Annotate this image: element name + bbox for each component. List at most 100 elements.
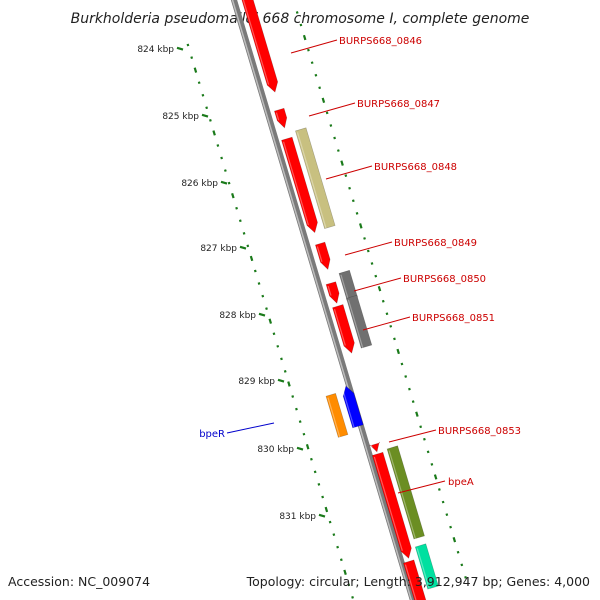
ruler-tick — [377, 285, 382, 292]
ruler-tick — [310, 61, 314, 65]
ruler-tick — [216, 144, 220, 147]
label-leader-line — [226, 422, 275, 434]
ruler-tick — [441, 500, 445, 504]
ruler-tick — [452, 537, 457, 543]
ruler-tick — [223, 169, 227, 172]
ruler-tick — [313, 470, 317, 474]
ruler-tick — [381, 299, 385, 303]
scale-tick-label: 828 kbp — [219, 311, 256, 321]
chromosome-backbone — [230, 0, 416, 600]
scale-tick-label: 827 kbp — [200, 244, 237, 254]
scale-ruler: 824 kbp 825 kbp 826 kbp 827 kbp 828 kbp 829 k… — [137, 11, 467, 599]
ruler-tick — [299, 23, 303, 27]
gene-feature[interactable] — [342, 385, 364, 429]
gene-feature[interactable] — [386, 445, 425, 540]
ruler-tick — [351, 596, 354, 599]
gene-feature[interactable] — [414, 543, 439, 590]
ruler-tick — [325, 111, 329, 115]
ruler-tick — [242, 231, 246, 235]
ruler-tick — [339, 558, 343, 562]
gene-feature[interactable] — [230, 0, 279, 93]
scale-tick-label: 825 kbp — [162, 112, 199, 122]
gene-label[interactable]: BURPS668_0848 — [374, 162, 457, 173]
gene-feature[interactable] — [325, 393, 349, 438]
ruler-tick — [291, 395, 295, 398]
ruler-tick — [287, 381, 291, 387]
gene-feature[interactable] — [332, 304, 355, 354]
gene-label[interactable]: bpeR — [199, 429, 225, 440]
ruler-tick — [257, 282, 261, 285]
ruler-tick — [321, 495, 325, 499]
ruler-tick — [426, 450, 430, 454]
scale-tick-label: 824 kbp — [137, 45, 174, 55]
ruler-tick — [212, 130, 216, 136]
gene-feature[interactable] — [371, 451, 412, 559]
ruler-tick — [302, 432, 306, 436]
ruler-tick — [366, 249, 370, 253]
ruler-tick — [261, 294, 265, 298]
gene-feature[interactable] — [325, 281, 340, 304]
gene-feature[interactable] — [403, 559, 427, 600]
ruler-tick — [347, 583, 351, 587]
gene-feature[interactable] — [281, 136, 318, 234]
ruler-tick — [193, 67, 198, 73]
ruler-tick — [464, 576, 467, 579]
ruler-tick — [317, 483, 321, 486]
ruler-tick — [411, 400, 415, 404]
ruler-tick — [449, 525, 452, 529]
ruler-tick — [374, 274, 378, 278]
scale-tick-label: 830 kbp — [257, 445, 294, 455]
ruler-tick — [283, 370, 287, 373]
ruler-tick — [220, 156, 223, 160]
gene-feature[interactable] — [369, 441, 380, 453]
ruler-tick — [268, 318, 273, 324]
label-leader-line — [397, 480, 446, 494]
gene-feature[interactable] — [295, 127, 336, 229]
ruler-tick — [280, 357, 283, 361]
gene-label[interactable]: BURPS668_0849 — [394, 238, 477, 249]
ruler-tick — [389, 324, 393, 328]
ruler-tick — [445, 513, 449, 516]
ruler-tick — [419, 425, 423, 429]
ruler-tick — [396, 348, 400, 355]
gene-label[interactable]: BURPS668_0853 — [438, 426, 521, 437]
ruler-tick — [190, 56, 194, 59]
scale-major-tick — [239, 245, 247, 250]
label-leader-line — [308, 102, 356, 117]
ruler-tick — [310, 457, 313, 461]
ruler-tick — [456, 550, 460, 554]
ruler-tick — [298, 420, 302, 424]
gene-label[interactable]: BURPS668_0846 — [339, 36, 422, 47]
ruler-tick — [209, 118, 212, 122]
ruler-tick — [336, 149, 340, 152]
ruler-tick — [333, 136, 336, 140]
gene-feature[interactable] — [315, 241, 331, 270]
ruler-tick — [318, 86, 322, 90]
ruler-tick — [344, 174, 348, 178]
scale-major-tick — [318, 513, 326, 518]
gene-label[interactable]: BURPS668_0850 — [403, 274, 486, 285]
gene-label[interactable]: BURPS668_0847 — [357, 99, 440, 110]
gene-label[interactable]: BURPS668_0851 — [412, 313, 495, 324]
gene-feature[interactable] — [274, 107, 288, 129]
ruler-tick — [307, 48, 310, 52]
scale-major-tick — [201, 113, 209, 118]
accession-text: Accession: NC_009074 — [8, 574, 150, 589]
ruler-tick — [415, 411, 419, 417]
gene-label[interactable]: bpeA — [448, 477, 474, 488]
ruler-tick — [329, 124, 333, 127]
ruler-tick — [186, 43, 190, 47]
ruler-tick — [400, 362, 404, 366]
ruler-tick — [332, 533, 336, 536]
label-leader-line — [353, 277, 402, 292]
ruler-tick — [423, 437, 426, 441]
ruler-tick — [302, 34, 307, 41]
gene-feature[interactable] — [346, 294, 373, 349]
ruler-tick — [328, 520, 332, 524]
ruler-tick — [246, 244, 250, 248]
scale-tick-label: 826 kbp — [181, 179, 218, 189]
ruler-tick — [460, 563, 464, 567]
ruler-tick — [227, 181, 231, 185]
gene-feature[interactable] — [338, 269, 358, 301]
